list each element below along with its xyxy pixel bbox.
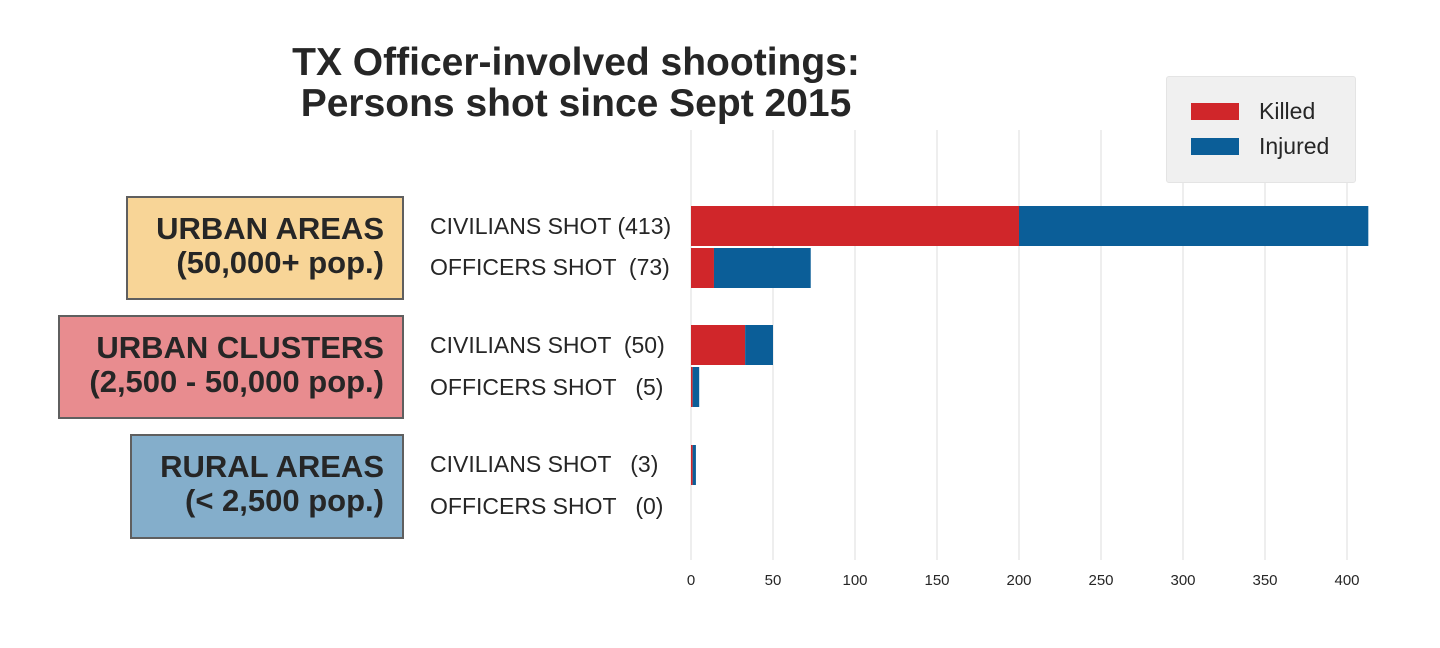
x-tick-label-0: 0 xyxy=(687,572,695,589)
group-box-urban-clusters: URBAN CLUSTERS (2,500 - 50,000 pop.) xyxy=(58,315,404,419)
group-label-line-1: URBAN AREAS xyxy=(156,211,384,246)
group-box-urban-areas: URBAN AREAS (50,000+ pop.) xyxy=(126,196,404,300)
bar-killed-4 xyxy=(691,445,693,485)
bar-injured-0 xyxy=(1019,206,1369,246)
x-tick-label-100: 100 xyxy=(842,572,867,589)
legend-label-injured: Injured xyxy=(1259,132,1330,159)
chart-title-line-1: TX Officer-involved shootings: xyxy=(292,41,860,84)
bar-injured-4 xyxy=(692,445,696,485)
legend-label-killed: Killed xyxy=(1259,97,1316,124)
grid-lines xyxy=(690,130,1348,560)
x-tick-label-50: 50 xyxy=(765,572,782,589)
legend: Killed Injured xyxy=(1166,76,1356,183)
legend-swatch-injured xyxy=(1191,137,1239,155)
group-label-line-2: (50,000+ pop.) xyxy=(176,245,384,280)
group-label-line-2: (2,500 - 50,000 pop.) xyxy=(89,364,384,399)
x-tick-label-300: 300 xyxy=(1170,572,1195,589)
bar-killed-1 xyxy=(691,248,714,288)
group-label-line-1: URBAN CLUSTERS xyxy=(96,330,384,365)
bar-injured-1 xyxy=(713,248,811,288)
row-label-clusters-civilians: CIVILIANS SHOT (50) xyxy=(430,332,665,358)
row-label-rural-civilians: CIVILIANS SHOT (3) xyxy=(430,451,659,477)
row-label-rural-officers: OFFICERS SHOT (0) xyxy=(430,493,664,519)
row-label-clusters-officers: OFFICERS SHOT (5) xyxy=(430,374,664,400)
bars xyxy=(691,206,1369,485)
x-tick-label-350: 350 xyxy=(1252,572,1277,589)
row-label-urban-civilians: CIVILIANS SHOT (413) xyxy=(430,213,672,239)
group-box-rural-areas: RURAL AREAS (< 2,500 pop.) xyxy=(130,434,404,539)
bar-killed-2 xyxy=(691,325,746,365)
x-tick-label-400: 400 xyxy=(1334,572,1359,589)
group-label-line-2: (< 2,500 pop.) xyxy=(185,483,384,518)
row-label-urban-officers: OFFICERS SHOT (73) xyxy=(430,254,670,280)
x-tick-label-250: 250 xyxy=(1088,572,1113,589)
bar-injured-3 xyxy=(692,367,700,407)
chart-title-line-2: Persons shot since Sept 2015 xyxy=(300,82,852,125)
legend-item-killed: Killed xyxy=(1191,97,1316,124)
legend-swatch-killed xyxy=(1191,102,1239,120)
bar-killed-3 xyxy=(691,367,693,407)
x-axis-ticks: 0 50 100 150 200 250 300 350 400 xyxy=(687,572,1360,589)
bar-injured-2 xyxy=(745,325,773,365)
legend-item-injured: Injured xyxy=(1191,132,1330,159)
chart-title: TX Officer-involved shootings: Persons s… xyxy=(292,42,860,124)
bar-killed-0 xyxy=(691,206,1019,246)
group-label-line-1: RURAL AREAS xyxy=(160,449,384,484)
x-tick-label-200: 200 xyxy=(1006,572,1031,589)
x-tick-label-150: 150 xyxy=(924,572,949,589)
